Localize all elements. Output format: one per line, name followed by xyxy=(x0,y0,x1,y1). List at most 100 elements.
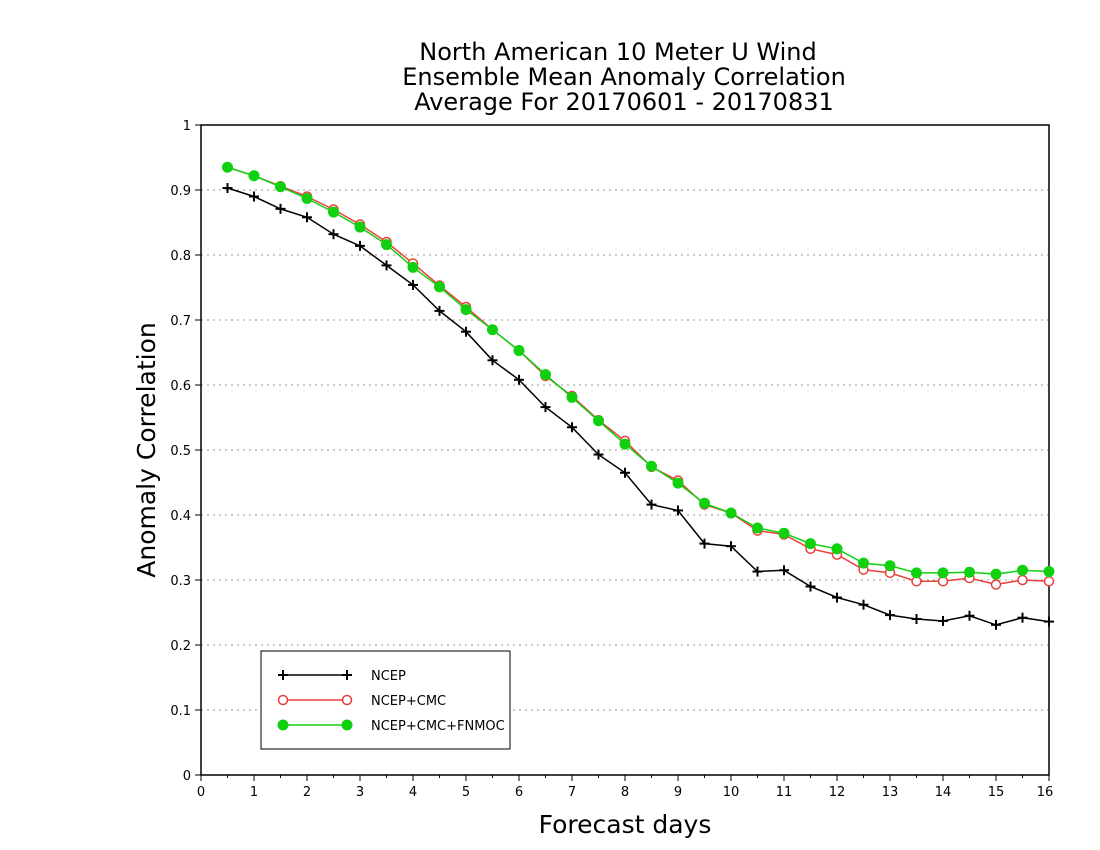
data-point xyxy=(646,499,657,510)
x-tick-label: 9 xyxy=(674,785,682,800)
data-point xyxy=(831,543,843,555)
y-tick-label: 0.4 xyxy=(170,509,191,524)
axis-ticks: 00.10.20.30.40.50.60.70.80.910 1 2 3 4 5 6 7 8 9 1… xyxy=(170,119,1053,800)
legend-marker xyxy=(341,694,353,706)
data-point xyxy=(937,567,949,579)
x-tick-label: 7 xyxy=(568,785,576,800)
legend-marker xyxy=(277,719,289,731)
data-point xyxy=(938,615,948,626)
data-point xyxy=(461,326,471,337)
data-point xyxy=(381,260,392,271)
data-point xyxy=(673,505,683,516)
legend-marker xyxy=(341,719,353,731)
data-point xyxy=(699,538,710,549)
data-point xyxy=(885,610,895,621)
x-tick-label: 4 xyxy=(409,785,417,800)
data-point xyxy=(619,438,631,450)
legend-entry: NCEP xyxy=(278,669,406,684)
data-point xyxy=(752,566,763,577)
data-point xyxy=(434,305,445,316)
data-point xyxy=(355,240,365,251)
x-tick-label: 16 xyxy=(1037,785,1054,800)
data-point xyxy=(778,527,790,539)
x-tick-label: 1 xyxy=(250,785,258,800)
data-point xyxy=(858,599,869,610)
data-point xyxy=(832,592,842,603)
legend-label: NCEP+CMC xyxy=(371,694,446,709)
x-tick-label: 15 xyxy=(988,785,1005,800)
series-ncep-cmc xyxy=(222,162,1055,590)
legend-entry: NCEP+CMC xyxy=(277,694,446,709)
data-point xyxy=(858,557,869,569)
data-point xyxy=(725,507,737,519)
data-point xyxy=(540,402,551,413)
data-point xyxy=(779,565,789,576)
data-point xyxy=(381,239,392,251)
data-point xyxy=(275,203,286,214)
data-point xyxy=(408,279,418,290)
data-point xyxy=(514,374,524,385)
y-tick-label: 0.3 xyxy=(170,574,191,589)
data-point xyxy=(487,324,498,336)
legend-label: NCEP xyxy=(371,669,406,684)
y-tick-label: 0.1 xyxy=(170,704,191,719)
y-tick-label: 0 xyxy=(183,769,191,784)
legend-marker xyxy=(278,670,288,680)
data-point xyxy=(460,304,472,316)
y-axis-label: Anomaly Correlation xyxy=(132,322,161,577)
data-point xyxy=(487,355,498,366)
data-point xyxy=(513,345,525,357)
data-point xyxy=(911,567,922,579)
x-tick-label: 13 xyxy=(882,785,899,800)
chart-title-line-1: North American 10 Meter U Wind xyxy=(419,38,816,66)
data-point xyxy=(1043,576,1055,587)
data-point xyxy=(567,422,577,433)
x-tick-label: 5 xyxy=(462,785,470,800)
data-point xyxy=(672,477,684,489)
series-line xyxy=(227,187,1050,626)
y-tick-label: 0.6 xyxy=(170,379,191,394)
data-point xyxy=(1017,612,1028,623)
data-point xyxy=(222,183,233,194)
legend: NCEP NCEP+CMC NCEP+CMC+FNMOC xyxy=(260,650,511,750)
data-point xyxy=(964,566,975,578)
data-point xyxy=(805,538,816,550)
x-tick-label: 8 xyxy=(621,785,629,800)
data-point xyxy=(566,391,578,403)
x-tick-label: 11 xyxy=(776,785,793,800)
data-point xyxy=(990,568,1002,580)
data-point xyxy=(990,579,1002,590)
legend-marker xyxy=(277,694,289,706)
x-tick-label: 0 xyxy=(197,785,205,800)
data-point xyxy=(593,415,604,427)
chart-title-line-2: Ensemble Mean Anomaly Correlation xyxy=(402,63,846,91)
x-axis-label: Forecast days xyxy=(539,810,712,839)
y-tick-label: 0.5 xyxy=(170,444,191,459)
data-point xyxy=(726,541,736,552)
chart-title-line-3: Average For 20170601 - 20170831 xyxy=(414,88,834,116)
legend-marker xyxy=(342,670,352,680)
data-point xyxy=(1017,564,1028,576)
data-point xyxy=(646,460,657,472)
data-point xyxy=(752,522,763,534)
x-tick-label: 3 xyxy=(356,785,364,800)
data-point xyxy=(1017,574,1028,586)
data-point xyxy=(1043,566,1055,578)
data-point xyxy=(434,281,445,293)
data-point xyxy=(248,170,260,182)
series-group xyxy=(222,161,1055,630)
data-point xyxy=(354,221,366,233)
y-tick-label: 0.7 xyxy=(170,314,191,329)
data-point xyxy=(991,619,1001,630)
series-line xyxy=(227,166,1050,586)
data-point xyxy=(328,229,339,240)
data-point xyxy=(249,191,259,202)
legend-entry: NCEP+CMC+FNMOC xyxy=(277,719,505,734)
grid-lines xyxy=(201,189,1049,711)
data-point xyxy=(407,261,419,273)
data-point xyxy=(699,497,710,509)
data-point xyxy=(275,181,286,193)
series-ncep-cmc-fnmoc xyxy=(222,161,1055,580)
